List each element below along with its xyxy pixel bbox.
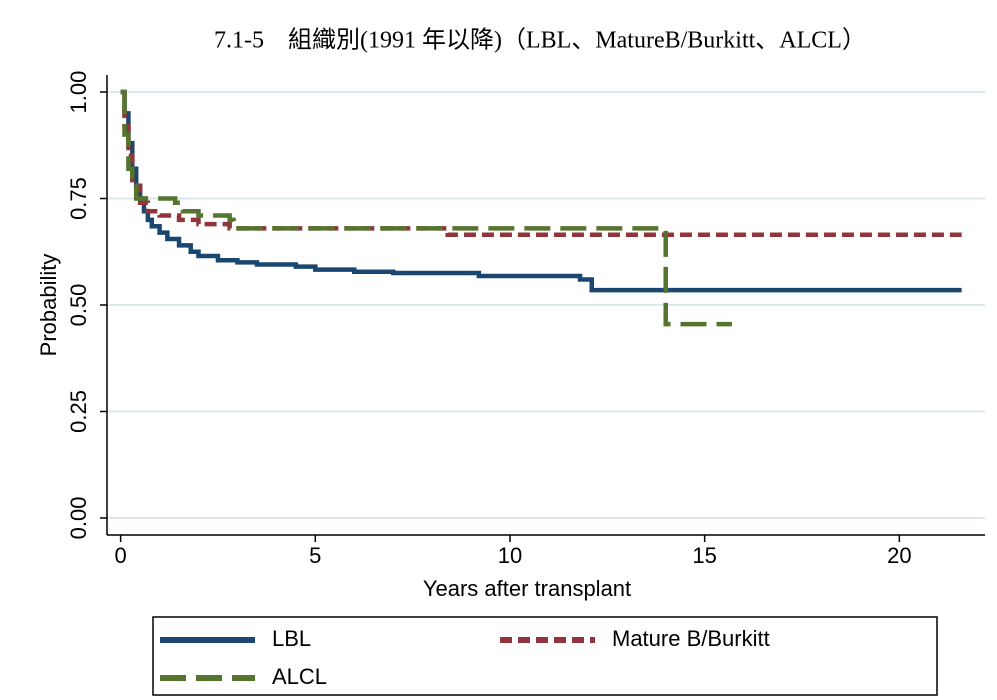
x-tick-label: 5 <box>309 543 321 568</box>
x-axis-label: Years after transplant <box>423 576 631 601</box>
chart-title: 7.1-5 組織別(1991 年以降)（LBL、MatureB/Burkitt、… <box>214 27 866 54</box>
y-tick-label: 0.25 <box>66 390 91 433</box>
y-tick-label: 1.00 <box>66 71 91 114</box>
y-tick-label: 0.75 <box>66 177 91 220</box>
legend-label: ALCL <box>272 664 327 689</box>
x-tick-label: 20 <box>887 543 911 568</box>
y-tick-label: 0.00 <box>66 497 91 540</box>
y-axis-label: Probability <box>36 254 61 357</box>
legend-label: Mature B/Burkitt <box>612 626 770 651</box>
legend-label: LBL <box>272 626 311 651</box>
series-line <box>120 89 962 293</box>
x-tick-label: 10 <box>498 543 522 568</box>
y-tick-label: 0.50 <box>66 284 91 327</box>
x-tick-label: 0 <box>115 543 127 568</box>
x-tick-label: 15 <box>692 543 716 568</box>
series-line <box>120 89 732 327</box>
legend-box <box>152 616 938 696</box>
